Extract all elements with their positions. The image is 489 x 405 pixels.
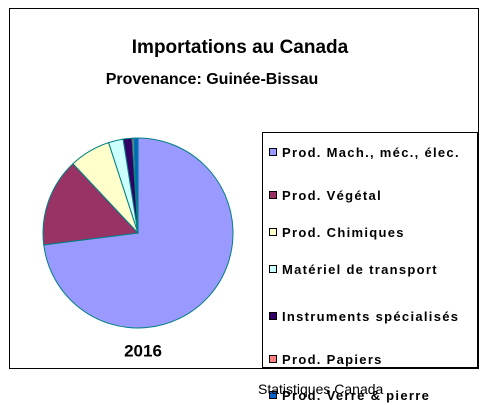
year-label: 2016 <box>124 341 162 360</box>
legend-swatch <box>269 265 277 273</box>
chart-frame <box>9 8 479 369</box>
legend-swatch <box>269 355 277 363</box>
legend-swatch <box>269 148 277 156</box>
legend-item: Prod. Chimiques <box>269 223 475 242</box>
legend-swatch <box>269 191 277 199</box>
pie-slice <box>133 137 139 234</box>
pie-slice <box>42 163 140 246</box>
legend-label: Prod. Chimiques <box>282 225 405 240</box>
legend-item: Prod. Mach., méc., élec. <box>269 143 475 162</box>
legend-item: Matériel de transport <box>269 260 475 279</box>
source: Statistiques Canada <box>258 381 384 397</box>
legend-swatch <box>269 312 277 320</box>
legend-item: Prod. Végétal <box>269 186 475 205</box>
legend-label: Prod. Mach., méc., élec. <box>282 145 460 160</box>
legend-item: Prod. Verre & pierre <box>269 386 475 405</box>
legend-item: Instruments spécialisés <box>269 307 475 326</box>
legend-label: Prod. Végétal <box>282 188 382 203</box>
chart-subtitle: Provenance: Guinée-Bissau <box>106 71 319 88</box>
legend-swatch <box>269 391 277 399</box>
legend-label: Instruments spécialisés <box>282 309 460 324</box>
legend-label: Prod. Verre & pierre <box>282 388 431 403</box>
legend-swatch <box>269 228 277 236</box>
legend-item: Prod. Papiers <box>269 350 475 369</box>
chart-title: Importations au Canada <box>132 37 349 58</box>
legend: Prod. Mach., méc., élec. Prod. Végétal Pro… <box>262 132 478 403</box>
legend-label: Matériel de transport <box>282 262 438 277</box>
legend-label: Prod. Papiers <box>282 352 383 367</box>
